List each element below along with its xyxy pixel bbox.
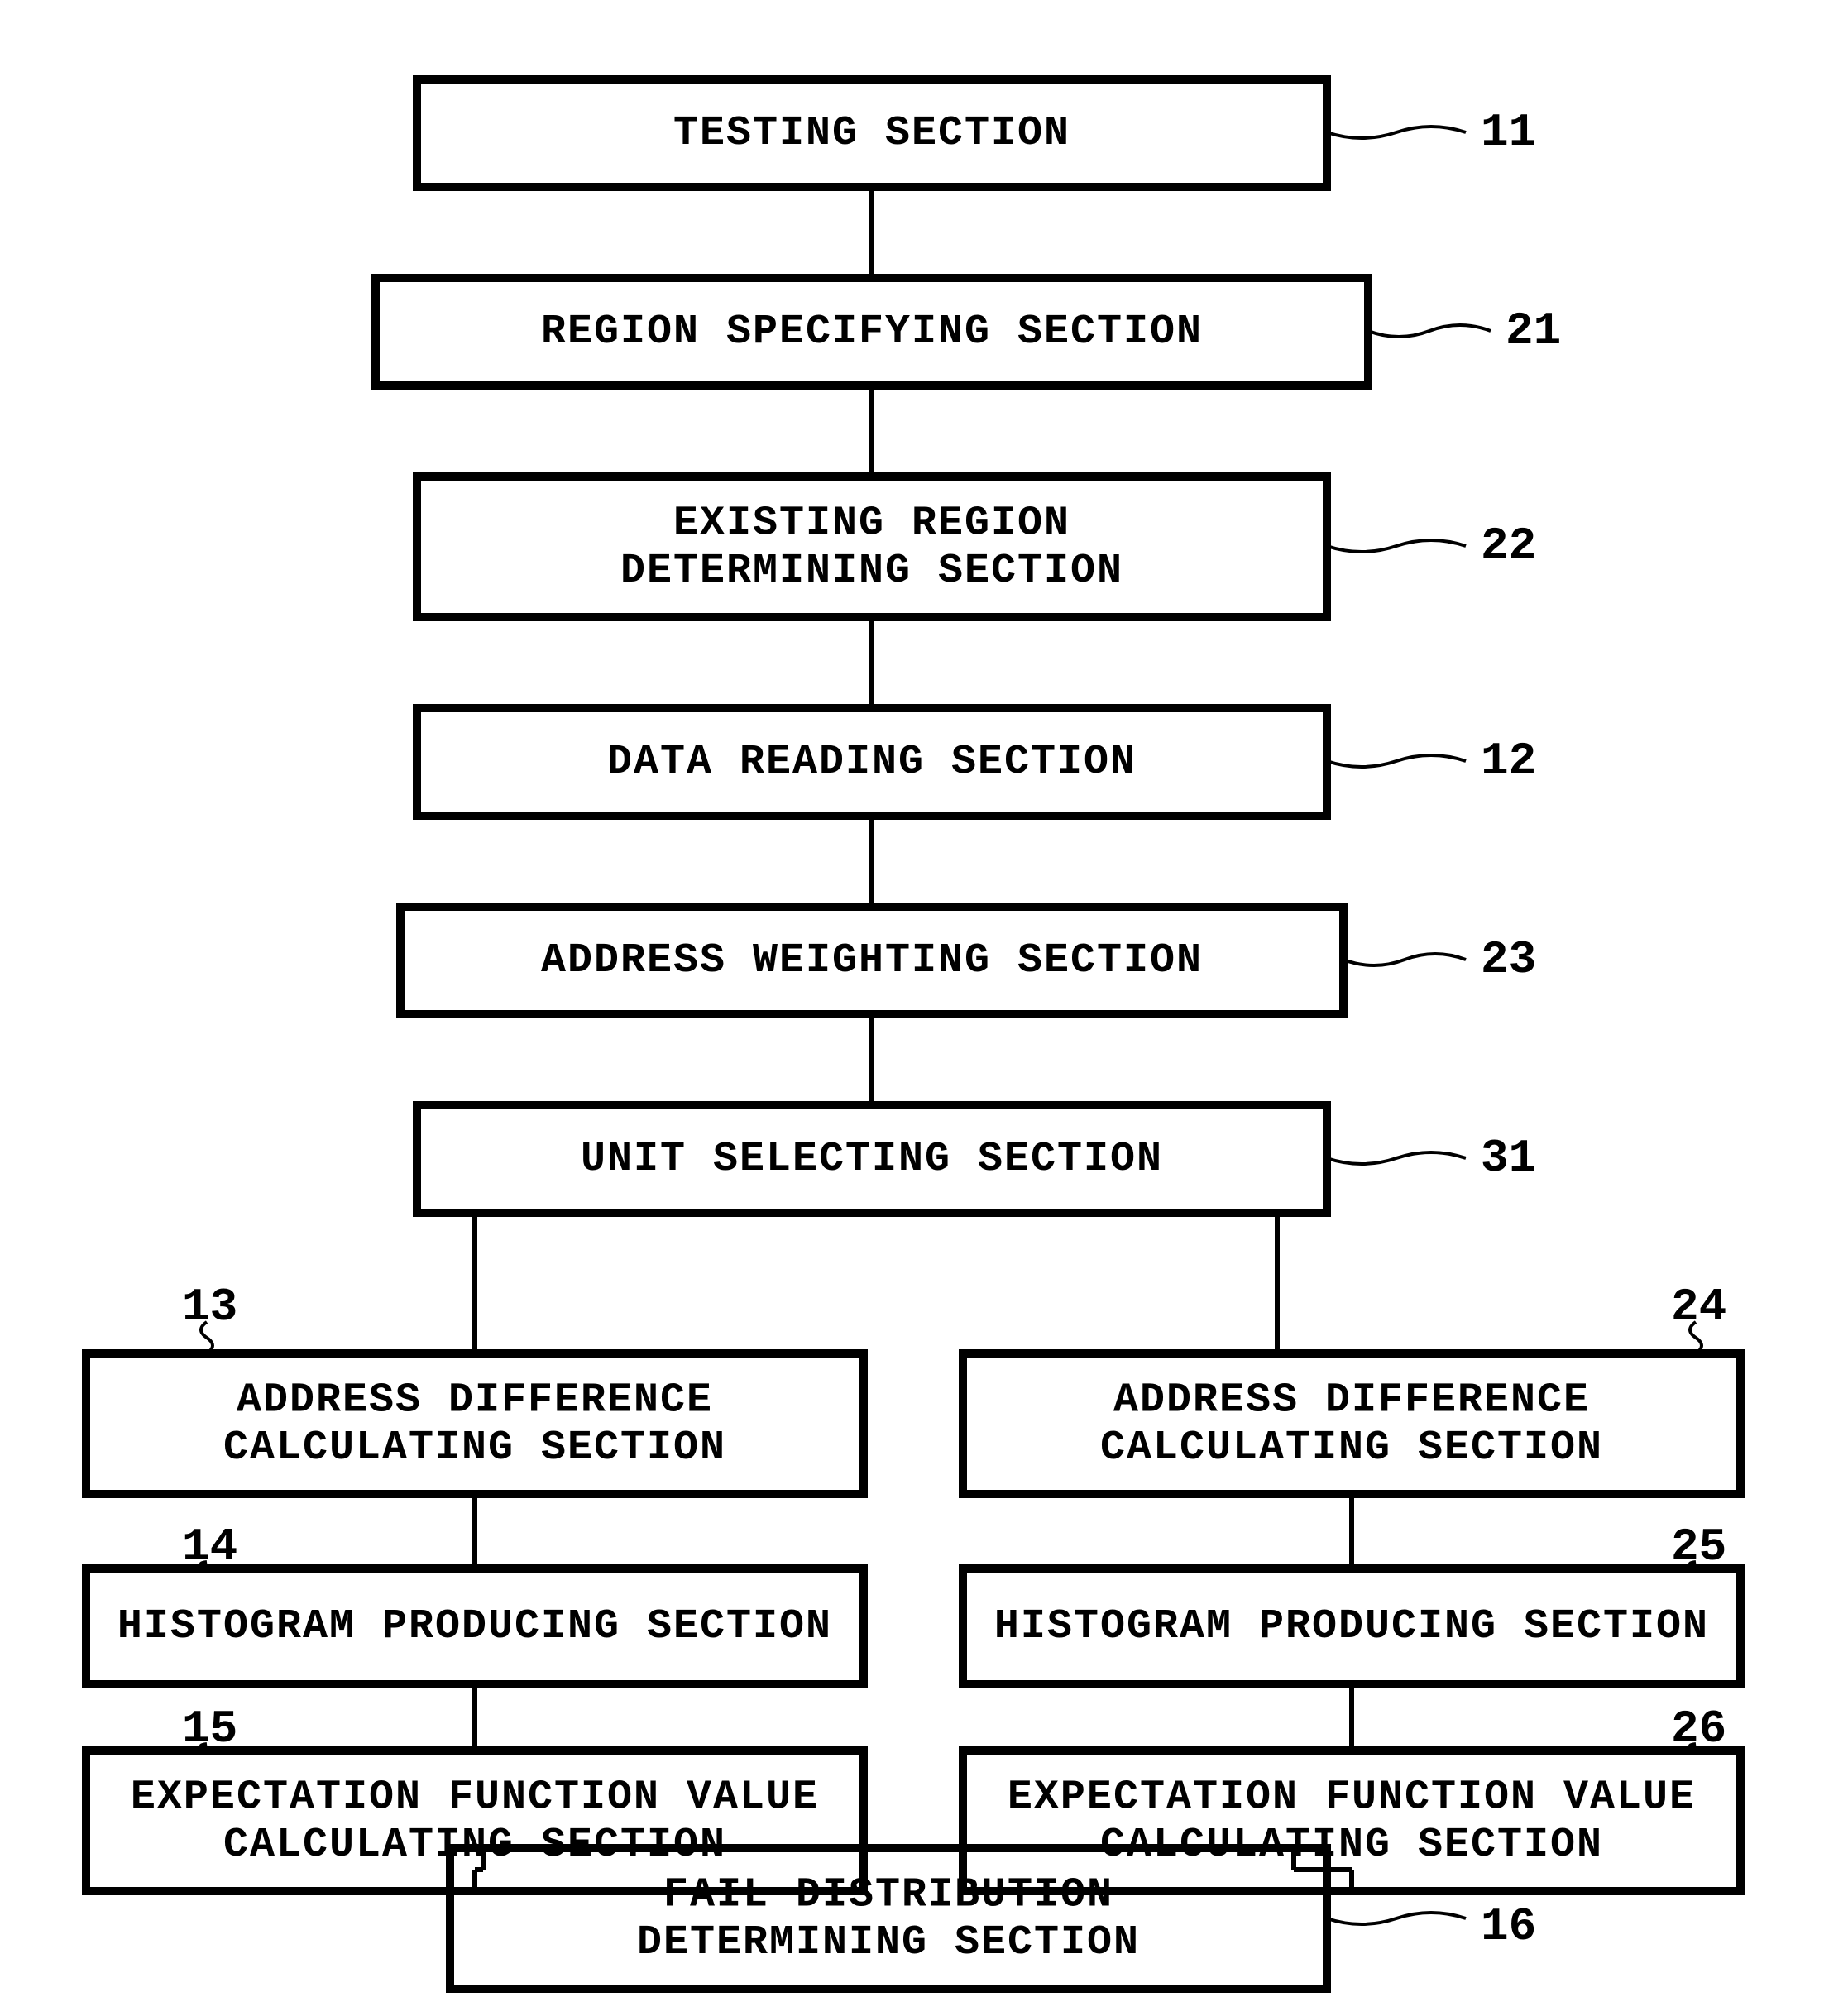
box-text: DETERMINING SECTION (620, 548, 1123, 595)
flowchart-canvas: TESTING SECTION REGION SPECIFYING SECTION… (0, 0, 1848, 1997)
box-text: UNIT SELECTING SECTION (581, 1136, 1163, 1183)
box-text: DATA READING SECTION (607, 739, 1137, 786)
box-text: EXPECTATION FUNCTION VALUE (131, 1774, 819, 1821)
box-text: CALCULATING SECTION (223, 1425, 726, 1472)
leader-tilde (1343, 954, 1466, 965)
box-text: HISTOGRAM PRODUCING SECTION (117, 1603, 832, 1650)
leader-tilde (1327, 1913, 1466, 1924)
ref-label: 24 (1671, 1281, 1726, 1334)
box-text: DETERMINING SECTION (637, 1919, 1140, 1966)
box-b22: EXISTING REGIONDETERMINING SECTION (417, 477, 1327, 617)
box-text: EXPECTATION FUNCTION VALUE (1008, 1774, 1696, 1821)
ref-label: 11 (1481, 106, 1536, 159)
box-b13: ADDRESS DIFFERENCECALCULATING SECTION (86, 1353, 864, 1494)
box-text: HISTOGRAM PRODUCING SECTION (994, 1603, 1709, 1650)
box-text: ADDRESS WEIGHTING SECTION (541, 937, 1203, 984)
ref-label: 31 (1481, 1132, 1536, 1185)
box-b16: FAIL DISTRIBUTIONDETERMINING SECTION (450, 1848, 1327, 1989)
ref-label: 22 (1481, 520, 1536, 572)
ref-label: 23 (1481, 933, 1536, 986)
leader-tilde (1327, 540, 1466, 552)
leader-tilde (1327, 1152, 1466, 1164)
leader-tilde (1327, 755, 1466, 767)
leader-tilde (1368, 325, 1491, 337)
box-b23: ADDRESS WEIGHTING SECTION (400, 907, 1343, 1014)
box-text: EXISTING REGION (673, 500, 1070, 547)
box-b21: REGION SPECIFYING SECTION (376, 278, 1368, 386)
box-text: ADDRESS DIFFERENCE (1113, 1377, 1590, 1424)
ref-label: 21 (1506, 304, 1561, 357)
box-text: ADDRESS DIFFERENCE (237, 1377, 713, 1424)
box-b31: UNIT SELECTING SECTION (417, 1105, 1327, 1213)
box-b12: DATA READING SECTION (417, 708, 1327, 816)
box-b14: HISTOGRAM PRODUCING SECTION (86, 1568, 864, 1684)
box-b24: ADDRESS DIFFERENCECALCULATING SECTION (963, 1353, 1740, 1494)
box-b11: TESTING SECTION (417, 79, 1327, 187)
box-text: TESTING SECTION (673, 110, 1070, 157)
box-text: FAIL DISTRIBUTION (663, 1871, 1113, 1918)
ref-label: 13 (182, 1281, 237, 1334)
ref-label: 12 (1481, 735, 1536, 788)
leader-tilde (1327, 127, 1466, 138)
ref-label: 16 (1481, 1900, 1536, 1953)
box-text: REGION SPECIFYING SECTION (541, 309, 1203, 356)
box-b25: HISTOGRAM PRODUCING SECTION (963, 1568, 1740, 1684)
box-text: CALCULATING SECTION (1100, 1425, 1603, 1472)
